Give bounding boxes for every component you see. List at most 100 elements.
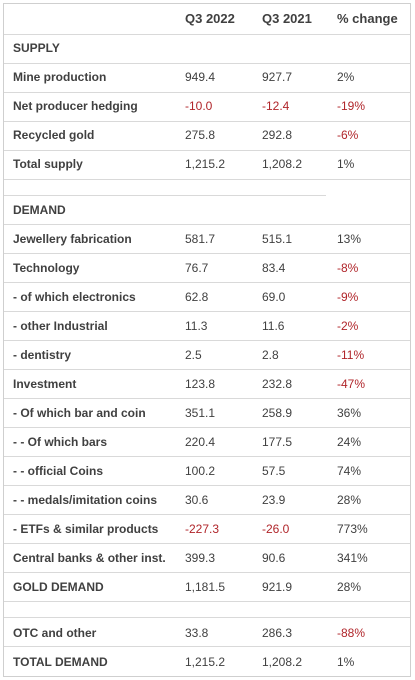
row-label: - Of which bar and coin [13, 406, 146, 420]
value-q3-2021: 232.8 [262, 377, 293, 391]
section-title: DEMAND [13, 203, 66, 217]
row-divider [4, 34, 410, 35]
header-col-pct-change: % change [337, 11, 398, 26]
value-pct-change: 28% [337, 493, 362, 507]
row-divider [4, 398, 410, 399]
value-pct-change: -11% [337, 348, 365, 362]
value-q3-2022: 1,181.5 [185, 580, 226, 594]
value-q3-2022: 275.8 [185, 128, 216, 142]
row-label: GOLD DEMAND [13, 580, 104, 594]
value-q3-2021: 515.1 [262, 232, 293, 246]
value-q3-2021: -12.4 [262, 99, 290, 113]
row-label: Total supply [13, 157, 83, 171]
value-q3-2021: 57.5 [262, 464, 286, 478]
row-label: - ETFs & similar products [13, 522, 159, 536]
row-label: Mine production [13, 70, 107, 84]
row-divider [4, 282, 410, 283]
row-divider [4, 311, 410, 312]
value-q3-2022: 33.8 [185, 626, 209, 640]
section-title: SUPPLY [13, 41, 60, 55]
value-q3-2021: 927.7 [262, 70, 293, 84]
value-q3-2021: 258.9 [262, 406, 293, 420]
row-label: Technology [13, 261, 80, 275]
row-label: - - medals/imitation coins [13, 493, 158, 507]
value-q3-2022: 220.4 [185, 435, 216, 449]
value-q3-2022: 351.1 [185, 406, 216, 420]
row-divider [4, 369, 410, 370]
value-pct-change: -8% [337, 261, 359, 275]
row-label: Central banks & other inst. [13, 551, 166, 565]
row-divider [4, 514, 410, 515]
value-pct-change: 24% [337, 435, 362, 449]
row-divider [4, 150, 410, 151]
value-pct-change: 341% [337, 551, 368, 565]
row-divider [4, 572, 410, 573]
value-q3-2021: 23.9 [262, 493, 286, 507]
row-label: - other Industrial [13, 319, 108, 333]
value-q3-2022: -227.3 [185, 522, 220, 536]
value-q3-2022: 30.6 [185, 493, 209, 507]
row-label: Investment [13, 377, 77, 391]
value-pct-change: 28% [337, 580, 362, 594]
value-q3-2021: 90.6 [262, 551, 286, 565]
value-pct-change: -6% [337, 128, 359, 142]
value-pct-change: -88% [337, 626, 366, 640]
row-label: - - Of which bars [13, 435, 108, 449]
row-label: - of which electronics [13, 290, 136, 304]
value-q3-2022: 1,215.2 [185, 157, 226, 171]
value-pct-change: 2% [337, 70, 355, 84]
value-q3-2022: 76.7 [185, 261, 209, 275]
row-divider [4, 601, 410, 602]
value-q3-2022: -10.0 [185, 99, 213, 113]
value-q3-2022: 100.2 [185, 464, 216, 478]
value-pct-change: 1% [337, 655, 355, 669]
row-label: - - official Coins [13, 464, 103, 478]
row-divider [4, 340, 410, 341]
value-q3-2022: 581.7 [185, 232, 216, 246]
value-pct-change: 36% [337, 406, 362, 420]
value-pct-change: 773% [337, 522, 368, 536]
row-divider [4, 617, 410, 618]
value-q3-2021: -26.0 [262, 522, 290, 536]
value-pct-change: -2% [337, 319, 359, 333]
value-q3-2021: 286.3 [262, 626, 293, 640]
value-q3-2021: 83.4 [262, 261, 286, 275]
row-divider [4, 63, 410, 64]
value-q3-2022: 123.8 [185, 377, 216, 391]
row-divider [4, 646, 410, 647]
value-q3-2021: 1,208.2 [262, 157, 303, 171]
value-q3-2021: 69.0 [262, 290, 286, 304]
value-q3-2021: 292.8 [262, 128, 293, 142]
value-pct-change: 13% [337, 232, 362, 246]
header-col-q3-2022: Q3 2022 [185, 11, 235, 26]
value-q3-2021: 177.5 [262, 435, 293, 449]
row-label: - dentistry [13, 348, 72, 362]
value-q3-2022: 949.4 [185, 70, 216, 84]
row-divider [4, 427, 410, 428]
row-divider [4, 253, 410, 254]
value-q3-2022: 62.8 [185, 290, 209, 304]
value-q3-2021: 11.6 [262, 319, 285, 333]
row-label: TOTAL DEMAND [13, 655, 108, 669]
row-label: OTC and other [13, 626, 97, 640]
value-q3-2022: 11.3 [185, 319, 208, 333]
row-divider [4, 121, 410, 122]
value-pct-change: -47% [337, 377, 366, 391]
header-col-q3-2021: Q3 2021 [262, 11, 312, 26]
value-q3-2021: 1,208.2 [262, 655, 303, 669]
value-q3-2021: 2.8 [262, 348, 279, 362]
value-pct-change: -19% [337, 99, 366, 113]
row-divider [4, 224, 410, 225]
row-label: Jewellery fabrication [13, 232, 132, 246]
row-divider [4, 543, 410, 544]
value-pct-change: 1% [337, 157, 355, 171]
value-q3-2022: 399.3 [185, 551, 216, 565]
row-divider [4, 195, 326, 196]
value-pct-change: 74% [337, 464, 362, 478]
row-divider [4, 456, 410, 457]
value-q3-2022: 1,215.2 [185, 655, 226, 669]
row-label: Net producer hedging [13, 99, 138, 113]
value-q3-2021: 921.9 [262, 580, 293, 594]
row-divider [4, 485, 410, 486]
value-q3-2022: 2.5 [185, 348, 202, 362]
